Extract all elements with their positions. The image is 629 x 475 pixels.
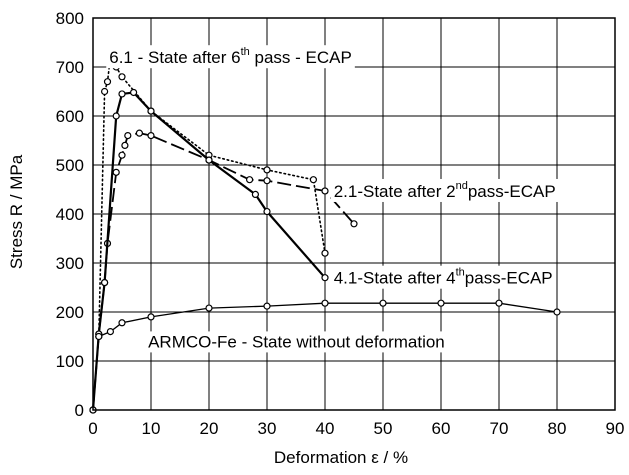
series-3-point-11	[553, 308, 561, 316]
series-3-point-1	[95, 332, 103, 341]
series-3-point-4	[147, 313, 155, 321]
annotation-2: 4.1-State after 4thpass-ECAP	[330, 265, 556, 289]
series-3-point-9	[437, 299, 445, 307]
series-1-point-5	[118, 151, 126, 159]
series-1-point-6	[121, 141, 129, 149]
series-0-point-3	[103, 78, 112, 86]
series-2-point-4	[118, 90, 126, 98]
series-1-point-9	[147, 132, 155, 140]
series-1-point-7	[124, 132, 132, 140]
series-1-point-8	[135, 129, 143, 137]
x-axis-label: Deformation ε / %	[274, 448, 408, 467]
x-tick-label-3: 30	[258, 419, 277, 438]
x-tick-label-0: 0	[88, 419, 97, 438]
annotation-2-bg	[330, 265, 556, 289]
y-tick-label-4: 400	[56, 205, 84, 224]
series-0-point-6	[118, 73, 126, 81]
series-1-point-4	[112, 168, 120, 176]
series-1-point-14	[350, 220, 358, 228]
y-tick-label-8: 800	[56, 9, 84, 28]
x-tick-label-5: 50	[374, 419, 393, 438]
series-0-point-10	[309, 176, 317, 184]
y-axis-label: Stress R / MPa	[7, 154, 26, 269]
series-2-point-6	[147, 107, 155, 115]
x-tick-label-8: 80	[548, 419, 567, 438]
series-2-point-2	[100, 279, 109, 287]
series-2-point-9	[263, 207, 271, 216]
series-3	[89, 299, 561, 414]
series-3-point-3	[118, 319, 126, 327]
series-0-point-9	[263, 166, 271, 174]
series-0-point-11	[321, 249, 329, 257]
plot-border	[92, 17, 616, 411]
y-tick-label-3: 300	[56, 254, 84, 273]
x-tick-label-4: 40	[316, 419, 335, 438]
x-tick-label-9: 90	[606, 419, 625, 438]
series-3-point-10	[495, 299, 503, 307]
series-2-point-7	[205, 156, 213, 164]
annotation-3-bg	[145, 331, 448, 353]
series-2-point-8	[251, 190, 259, 198]
annotation-1-text: 2.1-State after 2ndpass-ECAP	[334, 180, 556, 201]
series-3-point-5	[205, 304, 213, 312]
x-tick-label-7: 70	[490, 419, 509, 438]
series-1-point-11	[246, 176, 254, 184]
annotations: 6.1 - State after 6th pass - ECAP 2.1-Sta…	[106, 45, 559, 353]
annotation-0-text: 6.1 - State after 6th pass - ECAP	[109, 46, 352, 67]
annotation-2-text: 4.1-State after 4thpass-ECAP	[334, 267, 553, 288]
series-1-point-13	[321, 187, 329, 195]
x-tick-label-2: 20	[200, 419, 219, 438]
y-tick-label-7: 700	[56, 58, 84, 77]
series-2-point-10	[321, 274, 329, 282]
x-tick-label-1: 10	[142, 419, 161, 438]
series-0-line	[92, 56, 326, 411]
x-tick-label-6: 60	[432, 419, 451, 438]
series-3-point-8	[379, 299, 387, 307]
y-tick-label-0: 0	[75, 401, 84, 420]
series-3-point-6	[263, 302, 271, 310]
tick-labels: 0 10 20 30 40 50 60 70 80 90 0 100 200 300 400 500 600 70…	[56, 9, 625, 438]
series-1	[89, 129, 358, 414]
series-3-point-7	[321, 299, 329, 307]
annotation-3: ARMCO-Fe - State without deformation	[145, 331, 448, 353]
plot-frame	[92, 17, 616, 411]
y-tick-label-5: 500	[56, 156, 84, 175]
series-0-point-2	[100, 87, 109, 96]
annotation-0-bg	[106, 45, 355, 69]
annotation-1: 2.1-State after 2ndpass-ECAP	[330, 178, 559, 202]
series-1-line	[92, 132, 355, 411]
series-1-point-12	[263, 177, 271, 185]
y-tick-label-2: 200	[56, 303, 84, 322]
y-tick-label-6: 600	[56, 107, 84, 126]
annotation-1-bg	[330, 178, 559, 202]
series-2-point-5	[130, 88, 138, 97]
annotation-0: 6.1 - State after 6th pass - ECAP	[106, 45, 355, 69]
series-2-point-3	[112, 112, 120, 120]
series-layer	[89, 53, 561, 414]
series-3-point-2	[106, 328, 115, 336]
y-tick-label-1: 100	[56, 352, 84, 371]
annotation-3-text: ARMCO-Fe - State without deformation	[148, 332, 445, 351]
